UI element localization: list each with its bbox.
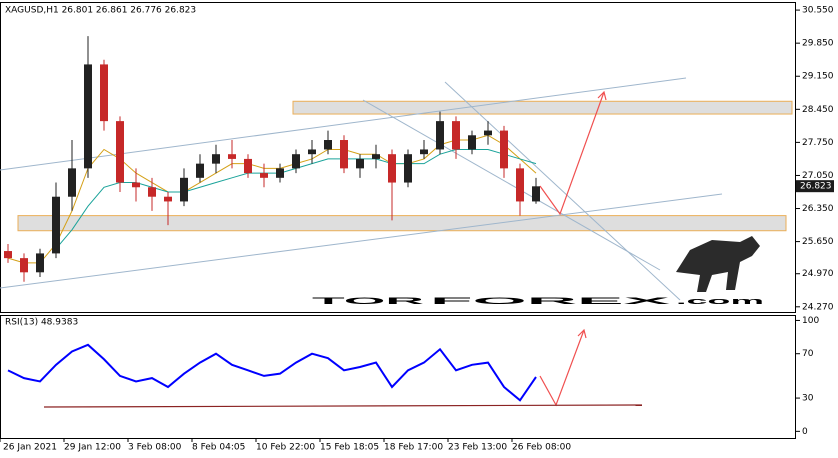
watermark: FOREX bbox=[430, 296, 670, 306]
zone bbox=[292, 100, 793, 115]
rsi-support bbox=[43, 404, 643, 408]
candle-body bbox=[340, 140, 348, 169]
x-tick-label: 10 Feb 22:00 bbox=[256, 443, 315, 453]
down-line bbox=[444, 81, 681, 301]
y-tick-label: 24.970 bbox=[802, 269, 834, 279]
price-arrow bbox=[539, 91, 605, 216]
x-tick-label: 29 Jan 12:00 bbox=[64, 443, 121, 453]
candle-body bbox=[148, 187, 156, 197]
y-tick-label: 25.650 bbox=[802, 237, 834, 247]
price-tag-label: 26.823 bbox=[800, 182, 832, 192]
candle-body bbox=[532, 186, 540, 202]
arrow-head bbox=[577, 328, 587, 339]
rsi-line bbox=[7, 343, 537, 402]
candle-body bbox=[36, 253, 44, 273]
candle-body bbox=[404, 154, 412, 183]
candle-body bbox=[196, 163, 204, 178]
candle-body bbox=[132, 182, 140, 188]
y-tick-label: 70 bbox=[802, 349, 814, 359]
candle-body bbox=[436, 121, 444, 150]
channel-top bbox=[0, 77, 687, 171]
y-tick-label: 30.550 bbox=[802, 6, 834, 16]
bull-icon bbox=[676, 236, 760, 292]
y-tick-label: 0 bbox=[802, 427, 808, 437]
y-tick-label: 29.150 bbox=[802, 72, 834, 82]
rsi-panel bbox=[0, 315, 796, 439]
candle-body bbox=[180, 177, 188, 202]
x-tick-label: 15 Feb 18:05 bbox=[320, 443, 379, 453]
price-tag bbox=[796, 180, 834, 193]
x-tick-label: 26 Feb 08:00 bbox=[512, 443, 571, 453]
candle-body bbox=[308, 149, 316, 155]
candle-body bbox=[116, 121, 124, 183]
chart-title: XAGUSD,H1 26.801 26.861 26.776 26.823 bbox=[5, 6, 196, 16]
trend-lines bbox=[0, 77, 723, 301]
down-line bbox=[362, 99, 661, 271]
rsi-title: RSI(13) 48.9383 bbox=[5, 318, 78, 328]
y-tick-label: 100 bbox=[802, 316, 819, 326]
y-tick-label: 24.270 bbox=[802, 302, 834, 312]
channel-bottom bbox=[0, 193, 723, 289]
candle-body bbox=[244, 158, 252, 174]
candle-body bbox=[356, 158, 364, 169]
candle-body bbox=[84, 64, 92, 169]
candle-body bbox=[468, 135, 476, 150]
candle-body bbox=[228, 154, 236, 159]
zone bbox=[17, 215, 787, 232]
arrow-head bbox=[597, 90, 607, 101]
x-tick-label: 23 Feb 13:00 bbox=[448, 443, 507, 453]
candle-body bbox=[164, 196, 172, 202]
candle-body bbox=[500, 130, 508, 169]
watermark: .com bbox=[676, 296, 764, 306]
candle-body bbox=[276, 168, 284, 178]
candle-body bbox=[4, 251, 12, 259]
candle-body bbox=[260, 173, 268, 178]
y-tick-label: 28.450 bbox=[802, 105, 834, 115]
candle-body bbox=[68, 168, 76, 197]
candle-body bbox=[52, 196, 60, 254]
bull-logo bbox=[676, 236, 760, 292]
x-tick-label: 18 Feb 17:00 bbox=[384, 443, 443, 453]
y-tick-label: 30 bbox=[802, 394, 814, 404]
candle-body bbox=[516, 168, 524, 202]
candle-body bbox=[484, 130, 492, 136]
candle-body bbox=[388, 154, 396, 183]
x-tick-label: 3 Feb 08:00 bbox=[128, 443, 182, 453]
candle-body bbox=[452, 121, 460, 150]
moving-average bbox=[7, 134, 537, 264]
candle-body bbox=[100, 64, 108, 122]
watermark: TOR bbox=[312, 296, 427, 306]
price-panel bbox=[0, 2, 796, 313]
y-tick-label: 27.050 bbox=[802, 171, 834, 181]
y-tick-label: 27.750 bbox=[802, 138, 834, 148]
y-tick-label: 26.350 bbox=[802, 204, 834, 214]
y-tick-label: 29.850 bbox=[802, 39, 834, 49]
candle-body bbox=[212, 154, 220, 164]
candle-body bbox=[292, 154, 300, 169]
candle-body bbox=[20, 258, 28, 273]
candle-body bbox=[324, 140, 332, 150]
candle-body bbox=[372, 154, 380, 159]
candle-body bbox=[420, 149, 428, 155]
x-tick-label: 8 Feb 04:05 bbox=[192, 443, 245, 453]
x-tick-label: 26 Jan 2021 bbox=[3, 443, 57, 453]
